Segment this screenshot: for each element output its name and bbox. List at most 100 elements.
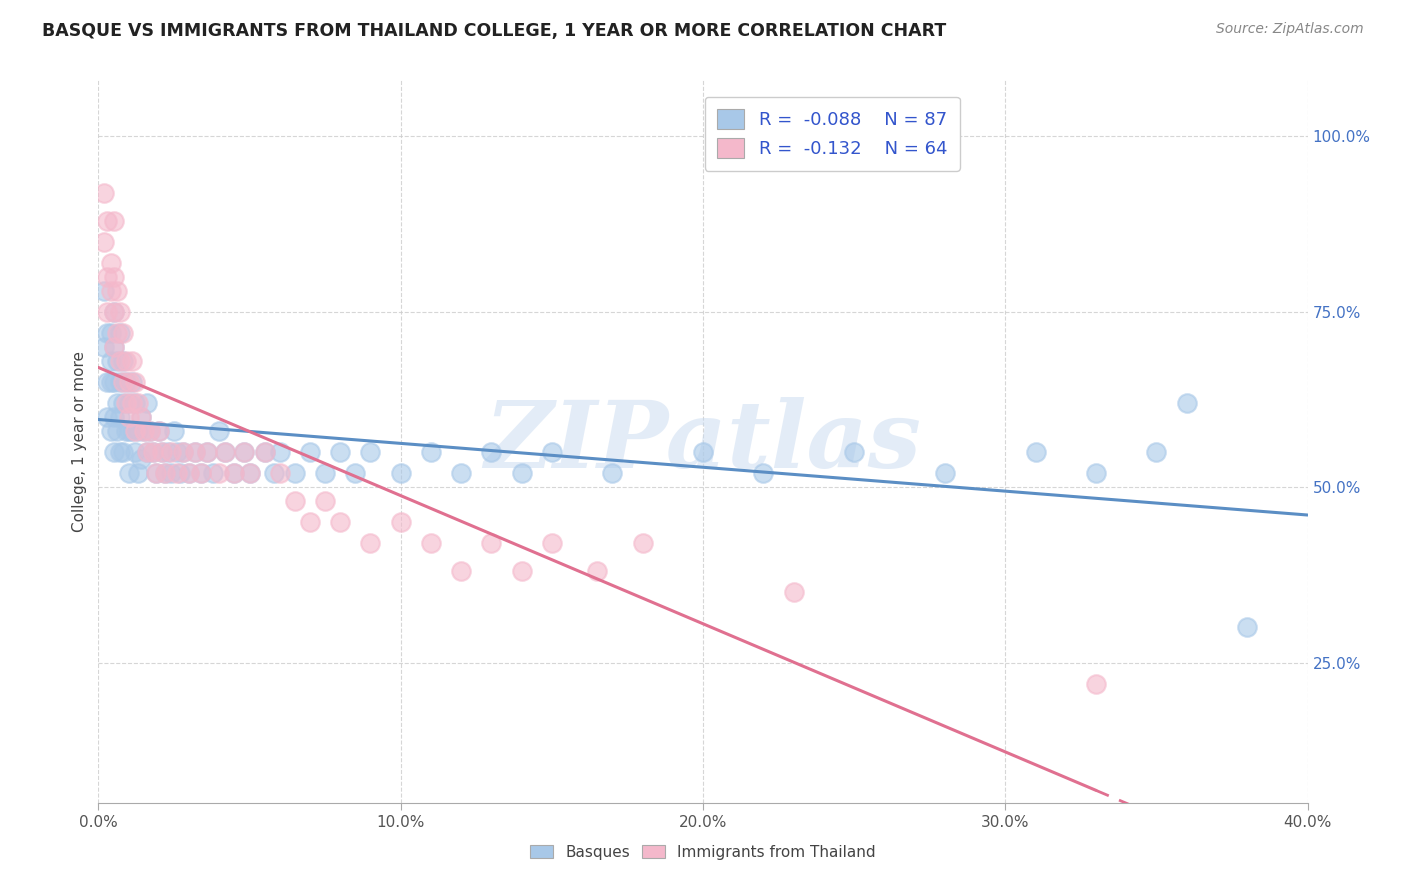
Point xyxy=(108,305,131,319)
Point xyxy=(103,409,125,424)
Point xyxy=(118,466,141,480)
Point xyxy=(450,564,472,578)
Point xyxy=(284,494,307,508)
Point xyxy=(103,213,125,227)
Point xyxy=(314,494,336,508)
Point xyxy=(129,452,152,467)
Point xyxy=(118,396,141,410)
Point xyxy=(510,564,533,578)
Point xyxy=(631,536,654,550)
Point xyxy=(166,466,188,480)
Point xyxy=(111,375,134,389)
Point xyxy=(135,445,157,459)
Point xyxy=(118,409,141,424)
Point xyxy=(329,515,352,529)
Point xyxy=(124,445,146,459)
Point xyxy=(96,326,118,340)
Text: BASQUE VS IMMIGRANTS FROM THAILAND COLLEGE, 1 YEAR OR MORE CORRELATION CHART: BASQUE VS IMMIGRANTS FROM THAILAND COLLE… xyxy=(42,22,946,40)
Point xyxy=(1024,445,1046,459)
Point xyxy=(103,375,125,389)
Point xyxy=(127,396,149,410)
Point xyxy=(1175,396,1198,410)
Point xyxy=(166,445,188,459)
Point xyxy=(118,375,141,389)
Point xyxy=(96,213,118,227)
Point xyxy=(105,284,128,298)
Point xyxy=(844,445,866,459)
Point xyxy=(163,424,186,438)
Point xyxy=(214,445,236,459)
Point xyxy=(132,424,155,438)
Point xyxy=(96,375,118,389)
Point xyxy=(184,445,207,459)
Point xyxy=(184,445,207,459)
Point xyxy=(108,375,131,389)
Point xyxy=(121,396,143,410)
Point xyxy=(100,424,122,438)
Point xyxy=(148,424,170,438)
Point xyxy=(150,445,173,459)
Point xyxy=(105,326,128,340)
Point xyxy=(103,269,125,284)
Point xyxy=(450,466,472,480)
Point xyxy=(142,445,165,459)
Point xyxy=(127,466,149,480)
Point xyxy=(1144,445,1167,459)
Point xyxy=(586,564,609,578)
Point xyxy=(121,424,143,438)
Point xyxy=(93,186,115,200)
Point xyxy=(108,445,131,459)
Point xyxy=(135,396,157,410)
Point xyxy=(481,445,503,459)
Point xyxy=(344,466,367,480)
Point xyxy=(142,445,165,459)
Point xyxy=(103,340,125,354)
Point xyxy=(124,424,146,438)
Point xyxy=(132,424,155,438)
Point xyxy=(179,466,201,480)
Point xyxy=(202,466,225,480)
Y-axis label: College, 1 year or more: College, 1 year or more xyxy=(72,351,87,532)
Point xyxy=(108,326,131,340)
Point xyxy=(190,466,212,480)
Point xyxy=(139,424,162,438)
Point xyxy=(124,396,146,410)
Point xyxy=(111,354,134,368)
Point xyxy=(172,445,194,459)
Point xyxy=(114,424,136,438)
Point xyxy=(232,445,254,459)
Point xyxy=(127,424,149,438)
Point xyxy=(783,585,806,599)
Text: ZIPatlas: ZIPatlas xyxy=(485,397,921,486)
Point xyxy=(114,375,136,389)
Point xyxy=(389,466,412,480)
Point xyxy=(299,515,322,529)
Point xyxy=(160,466,183,480)
Point xyxy=(224,466,246,480)
Point xyxy=(208,424,231,438)
Point xyxy=(111,326,134,340)
Point xyxy=(481,536,503,550)
Point xyxy=(195,445,218,459)
Point xyxy=(96,409,118,424)
Point xyxy=(129,409,152,424)
Point xyxy=(100,284,122,298)
Point xyxy=(105,424,128,438)
Point xyxy=(93,340,115,354)
Point xyxy=(253,445,276,459)
Point xyxy=(602,466,624,480)
Point xyxy=(103,340,125,354)
Point xyxy=(93,235,115,249)
Point xyxy=(108,409,131,424)
Point xyxy=(752,466,775,480)
Point xyxy=(139,424,162,438)
Point xyxy=(299,445,322,459)
Point xyxy=(540,536,562,550)
Point xyxy=(208,466,231,480)
Point xyxy=(135,445,157,459)
Point xyxy=(145,466,167,480)
Point xyxy=(153,466,176,480)
Point xyxy=(1236,620,1258,634)
Point xyxy=(100,354,122,368)
Point xyxy=(105,354,128,368)
